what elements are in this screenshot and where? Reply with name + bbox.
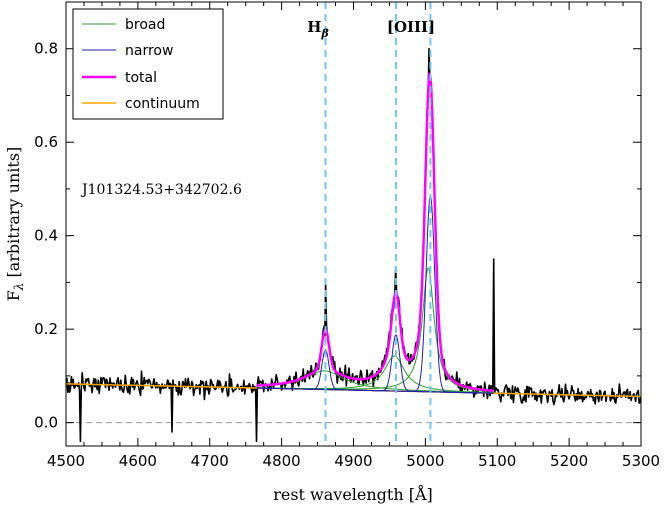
total-fit	[256, 71, 494, 393]
legend-box	[72, 8, 224, 120]
x-tick-label-3: 4800	[263, 452, 301, 470]
y-tick-label-2: 0.4	[34, 227, 58, 245]
legend-label-total: total	[125, 70, 157, 86]
x-tick-label-5: 5000	[406, 452, 444, 470]
x-tick-label-6: 5100	[478, 452, 516, 470]
y-axis-label-subscript: λ	[12, 283, 26, 292]
y-tick-label-3: 0.6	[34, 133, 58, 151]
x-tick-label-7: 5200	[550, 452, 588, 470]
x-tick-label-4: 4900	[334, 452, 372, 470]
y-tick-label-4: 0.8	[34, 40, 58, 58]
x-tick-label-2: 4700	[191, 452, 229, 470]
x-axis-label: rest wavelength [Å]	[273, 484, 433, 504]
x-tick-label-8: 5300	[622, 452, 660, 470]
y-tick-label-1: 0.2	[34, 320, 58, 338]
data-layer	[66, 2, 641, 446]
ticks-layer: 4500 4600 4700 4800 4900 5000 5100 5200 5300 0.0 0…	[34, 1, 660, 470]
y-axis-label: Fλ [arbitrary units]	[4, 147, 26, 302]
x-tick-label-1: 4600	[119, 452, 157, 470]
legend-label-broad: broad	[125, 17, 165, 33]
y-tick-label-0: 0.0	[34, 414, 58, 432]
legend: broad narrow total continuum	[72, 8, 224, 120]
oiii-label: [OIII]	[387, 18, 435, 36]
hbeta-label: Hβ	[307, 18, 329, 40]
observed-spectrum	[66, 47, 641, 443]
x-tick-label-0: 4500	[47, 452, 85, 470]
object-name: J101324.53+342702.6	[80, 182, 242, 198]
hbeta-subscript: β	[320, 27, 329, 40]
legend-label-continuum: continuum	[125, 96, 200, 112]
legend-label-narrow: narrow	[125, 43, 173, 59]
narrow-component-2	[256, 195, 494, 394]
